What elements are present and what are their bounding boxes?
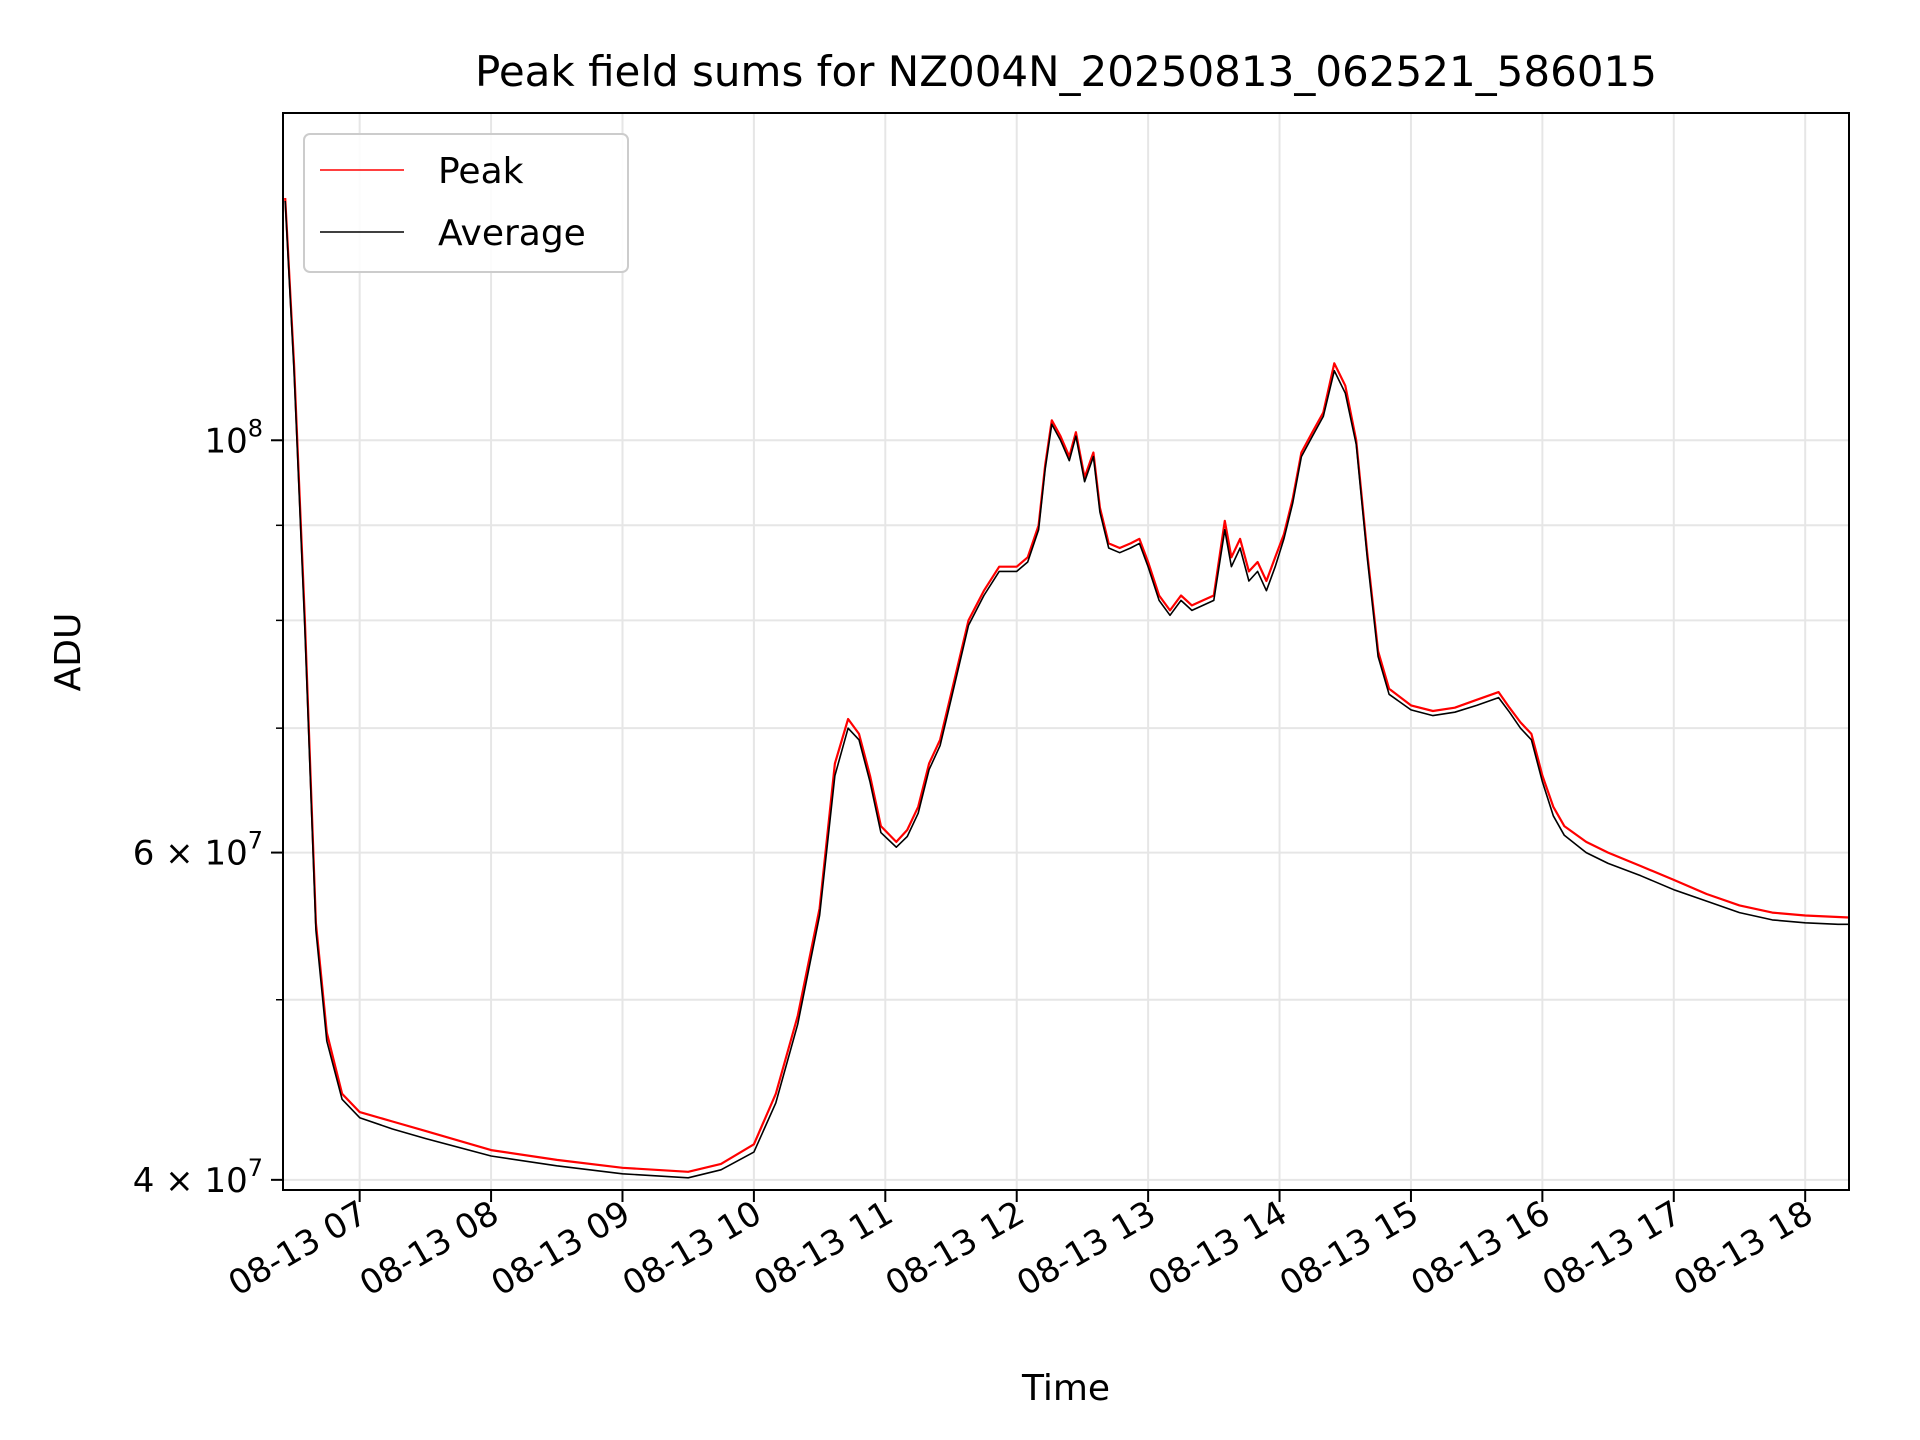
y-tick-label: 6 × 107: [133, 827, 263, 874]
legend-box: [303, 133, 629, 273]
y-tick-label: 108: [204, 414, 263, 461]
series-line-average: [284, 200, 1849, 1179]
y-axis-label: ADU: [48, 613, 89, 692]
x-axis-label: Time: [1021, 1368, 1110, 1409]
plot-series: [284, 197, 1849, 1179]
grid: [283, 113, 1849, 1190]
chart-title: Peak field sums for NZ004N_20250813_0625…: [475, 47, 1657, 96]
y-tick-label: 4 × 107: [133, 1154, 263, 1201]
legend-average-label: Average: [438, 213, 586, 254]
plot-frame: [282, 112, 1850, 1191]
series-line-peak: [284, 197, 1849, 1173]
legend: Peak Average: [303, 133, 629, 273]
legend-peak-label: Peak: [438, 151, 524, 192]
y-axis-ticks: 4 × 107 6 × 107 108: [133, 414, 283, 1201]
